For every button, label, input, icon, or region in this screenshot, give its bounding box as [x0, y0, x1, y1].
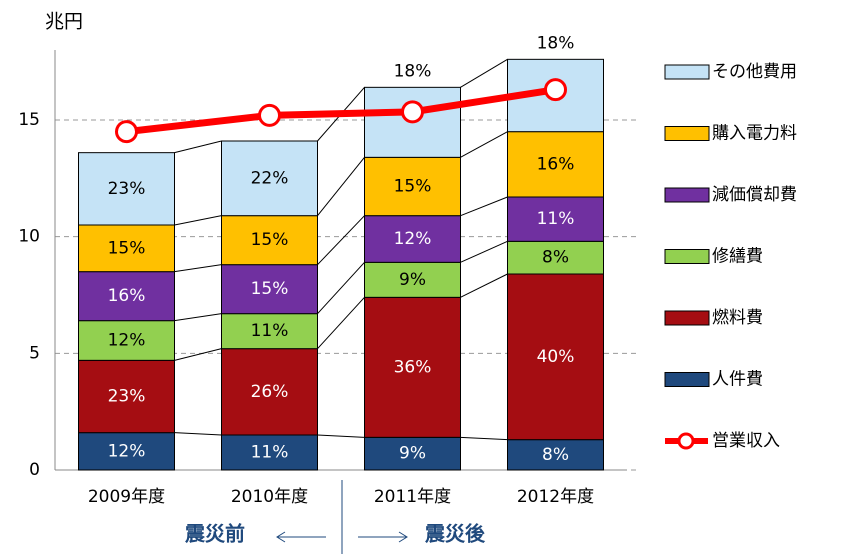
data-label: 12% — [394, 229, 432, 249]
connector — [460, 273, 508, 298]
data-label: 36% — [394, 357, 432, 377]
bar-segment — [221, 313, 318, 350]
connector — [174, 140, 222, 154]
bar-segment — [78, 320, 175, 361]
line-point — [544, 78, 567, 102]
data-label: 11% — [537, 209, 575, 229]
legend-swatch — [664, 64, 710, 80]
connector — [174, 432, 222, 436]
data-label: 8% — [542, 445, 569, 465]
connector — [460, 196, 508, 217]
data-label: 15% — [251, 230, 289, 250]
connector — [174, 348, 222, 361]
data-label: 26% — [251, 382, 289, 402]
legend-label: 燃料費 — [712, 308, 763, 328]
bar-segment — [78, 271, 175, 322]
y-axis-label: 兆円 — [45, 11, 83, 33]
bar-segment — [221, 264, 318, 315]
data-label: 12% — [108, 441, 146, 461]
legend-marker — [677, 432, 695, 450]
legend-swatch — [664, 126, 710, 141]
bar-segment — [507, 439, 604, 471]
data-label: 15% — [251, 279, 289, 299]
data-label: 16% — [108, 286, 146, 306]
data-label: 12% — [108, 331, 146, 351]
connector — [460, 131, 508, 158]
bar-segment — [221, 215, 318, 266]
data-label: 40% — [537, 347, 575, 367]
arrow — [358, 531, 408, 543]
data-label: 18% — [537, 33, 575, 53]
data-label: 11% — [251, 443, 289, 463]
bar-segment — [364, 296, 461, 438]
line — [126, 86, 557, 136]
bar-segment — [78, 432, 175, 471]
bar-segment — [364, 215, 461, 263]
connector — [174, 264, 222, 273]
legend-swatch — [664, 249, 710, 264]
legend-swatch — [664, 372, 710, 387]
annotation: 震災前 — [185, 522, 245, 546]
legend-label: 営業収入 — [712, 431, 780, 451]
bar-segment — [78, 152, 175, 226]
line-point — [401, 100, 424, 124]
legend-swatch — [664, 310, 710, 326]
data-label: 16% — [537, 154, 575, 174]
connector — [460, 58, 508, 88]
legend-label: 減価償却費 — [712, 185, 797, 205]
legend-label: その他費用 — [712, 62, 797, 82]
connector — [460, 240, 508, 263]
y-tick-label: 5 — [29, 343, 40, 363]
x-tick-label: 2011年度 — [374, 487, 451, 507]
connector — [174, 215, 222, 226]
legend-label: 購入電力料 — [712, 124, 797, 144]
connector — [317, 215, 365, 266]
arrow — [276, 531, 326, 543]
connector — [460, 436, 508, 441]
data-label: 15% — [394, 177, 432, 197]
bar-segment — [507, 196, 604, 242]
data-label: 23% — [108, 387, 146, 407]
bar-segment — [221, 348, 318, 436]
y-tick-label: 15 — [18, 110, 40, 130]
data-label: 22% — [251, 168, 289, 188]
bar-segment — [221, 140, 318, 217]
y-tick-label: 10 — [18, 227, 40, 247]
data-label: 8% — [542, 248, 569, 268]
legend-swatch — [664, 187, 710, 203]
data-label: 9% — [399, 270, 426, 290]
y-tick-label: 0 — [29, 460, 40, 480]
x-tick-label: 2009年度 — [88, 487, 165, 507]
connector — [174, 313, 222, 322]
line-point — [115, 120, 138, 144]
legend-label: 人件費 — [712, 370, 763, 390]
data-label: 23% — [108, 179, 146, 199]
data-label: 15% — [108, 238, 146, 258]
bar-segment — [78, 224, 175, 273]
annotation: 震災後 — [425, 522, 486, 546]
connector — [317, 434, 365, 438]
connector — [317, 296, 365, 350]
connector — [317, 157, 365, 216]
connector — [317, 261, 365, 315]
bar-segment — [507, 273, 604, 441]
data-label: 9% — [399, 444, 426, 464]
bar-segment — [221, 434, 318, 471]
data-label: 11% — [251, 321, 289, 341]
x-tick-label: 2010年度 — [231, 487, 308, 507]
bar-segment — [364, 156, 461, 217]
bar-segment — [507, 131, 604, 198]
data-label: 18% — [394, 61, 432, 81]
line-point — [258, 103, 281, 127]
bar-segment — [364, 261, 461, 298]
x-tick-label: 2012年度 — [517, 487, 594, 507]
legend-label: 修繕費 — [712, 247, 763, 267]
